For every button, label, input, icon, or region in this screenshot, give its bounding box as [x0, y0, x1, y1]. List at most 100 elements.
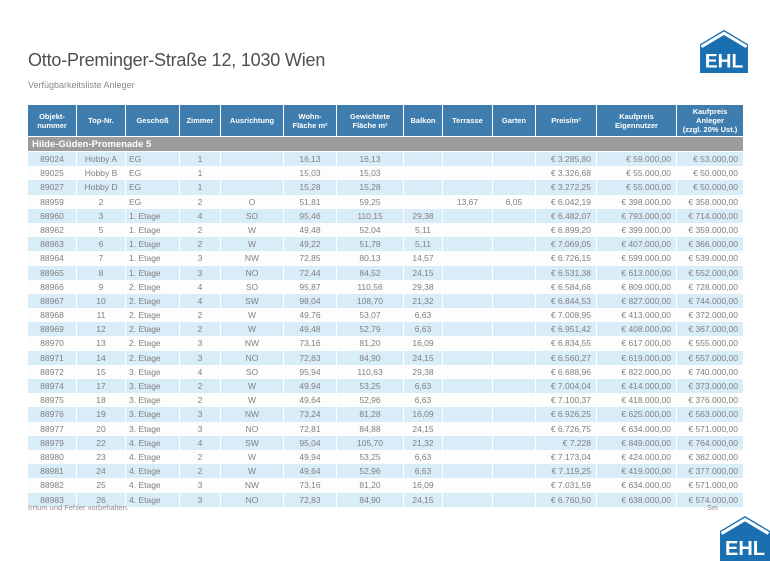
cell-ausrichtung: [221, 152, 284, 167]
table-row: 88972 15 3. Etage 4 SO 95,94 110,63 29,38 € 6.68…: [28, 364, 743, 379]
cell-ausrichtung: W: [221, 322, 284, 337]
cell-terrasse: [443, 322, 493, 337]
cell-terrasse: [443, 407, 493, 422]
cell-zimmer: 4: [180, 208, 221, 223]
cell-wohnflaeche: 72,83: [284, 492, 337, 507]
cell-balkon: 5,11: [404, 237, 443, 252]
cell-gew_flaeche: 108,70: [337, 293, 404, 309]
cell-geschoss: 1. Etage: [126, 237, 180, 252]
cell-garten: [493, 364, 536, 379]
table-row: 88964 7 1. Etage 3 NW 72,85 80,13 14,57 € 6.726,…: [28, 251, 743, 266]
cell-garten: 6,05: [493, 194, 536, 209]
cell-top_nr: 26: [77, 492, 126, 507]
cell-top_nr: 8: [77, 265, 126, 280]
cell-gew_flaeche: 51,78: [337, 237, 404, 252]
cell-gew_flaeche: 110,56: [337, 279, 404, 294]
cell-ausrichtung: NW: [221, 251, 284, 266]
cell-top_nr: Hobby B: [77, 166, 126, 181]
cell-geschoss: 4. Etage: [126, 492, 180, 507]
cell-ausrichtung: SO: [221, 364, 284, 379]
cell-geschoss: 3. Etage: [126, 407, 180, 422]
cell-preis_m2: € 6.926,25: [536, 407, 597, 422]
cell-preis_m2: € 6.951,42: [536, 322, 597, 337]
cell-kp_anleger: € 372.000,00: [688, 310, 738, 321]
column-header-objektnummer: Objekt- nummer: [28, 105, 77, 136]
cell-balkon: 16,09: [404, 336, 443, 351]
cell-balkon: 21,32: [404, 293, 443, 309]
cell-ausrichtung: SW: [221, 293, 284, 309]
cell-top_nr: Hobby D: [77, 180, 126, 195]
cell-zimmer: 3: [180, 251, 221, 266]
cell-garten: [493, 152, 536, 167]
cell-kp_anleger: € 382.000,00: [688, 451, 738, 462]
cell-garten: [493, 180, 536, 195]
cell-kp_eigennutzer: € 619.000,00: [597, 350, 677, 365]
cell-preis_m2: € 6.482,07: [536, 208, 597, 223]
cell-wohnflaeche: 49,48: [284, 222, 337, 238]
cell-gew_flaeche: 52,04: [337, 222, 404, 238]
cell-gew_flaeche: 53,25: [337, 379, 404, 394]
cell-garten: [493, 464, 536, 479]
cell-garten: [493, 435, 536, 450]
cell-balkon: 29,38: [404, 364, 443, 379]
cell-kp_anleger: € 50.000,00: [693, 168, 738, 179]
cell-ausrichtung: W: [221, 464, 284, 479]
cell-wohnflaeche: 73,24: [284, 407, 337, 422]
cell-ausrichtung: W: [221, 449, 284, 465]
cell-wohnflaeche: 15,28: [284, 180, 337, 195]
cell-wohnflaeche: 73,16: [284, 478, 337, 493]
cell-objektnummer: 88979: [28, 435, 77, 450]
cell-zimmer: 1: [180, 152, 221, 167]
cell-wohnflaeche: 49,94: [284, 449, 337, 465]
cell-terrasse: [443, 435, 493, 450]
cell-top_nr: 5: [77, 222, 126, 238]
cell-gew_flaeche: 81,20: [337, 336, 404, 351]
cell-kp_eigennutzer: € 617.000,00: [597, 336, 677, 351]
cell-zimmer: 3: [180, 478, 221, 493]
cell-terrasse: [443, 364, 493, 379]
cell-geschoss: 3. Etage: [126, 393, 180, 408]
cell-wohnflaeche: 98,04: [284, 293, 337, 309]
cell-garten: [493, 449, 536, 465]
cell-preis_m2: € 7.069,05: [536, 237, 597, 252]
cell-wohnflaeche: 95,46: [284, 208, 337, 223]
cell-objektnummer: 88977: [28, 421, 77, 436]
table-row: 89027 Hobby D EG 1 15,28 15,28 € 3.272,25 € 55.…: [28, 180, 743, 195]
cell-zimmer: 2: [180, 379, 221, 394]
cell-balkon: 6,63: [404, 464, 443, 479]
cell-preis_m2: € 7.004,04: [536, 379, 597, 394]
cell-geschoss: EG: [126, 194, 180, 209]
cell-zimmer: 1: [180, 180, 221, 195]
cell-terrasse: [443, 293, 493, 309]
cell-preis_m2: € 7.008,95: [536, 308, 597, 323]
cell-gew_flaeche: 81,20: [337, 478, 404, 493]
cell-preis_m2: € 7.119,25: [536, 464, 597, 479]
column-header-ausrichtung: Ausrichtung: [221, 105, 284, 136]
section-header: Hilde-Güden-Promenade 5: [28, 137, 743, 152]
cell-geschoss: 2. Etage: [126, 308, 180, 323]
cell-gew_flaeche: 52,96: [337, 393, 404, 408]
cell-preis_m2: € 6.834,55: [536, 336, 597, 351]
cell-geschoss: 1. Etage: [126, 222, 180, 238]
cell-objektnummer: 89024: [28, 152, 77, 167]
cell-gew_flaeche: 84,52: [337, 265, 404, 280]
cell-zimmer: 2: [180, 222, 221, 238]
table-row: 88975 18 3. Etage 2 W 49,64 52,96 6,63 € 7.100,3…: [28, 393, 743, 408]
cell-kp_eigennutzer: € 638.000,00: [597, 492, 677, 507]
cell-geschoss: 2. Etage: [126, 336, 180, 351]
cell-gew_flaeche: 105,70: [337, 435, 404, 450]
page-number-label: Sei: [707, 503, 718, 512]
cell-top_nr: 11: [77, 308, 126, 323]
cell-kp_eigennutzer: € 809.000,00: [597, 279, 677, 294]
cell-kp_eigennutzer: € 849.000,00: [597, 435, 677, 450]
cell-objektnummer: 89027: [28, 180, 77, 195]
cell-top_nr: 19: [77, 407, 126, 422]
cell-wohnflaeche: 72,83: [284, 350, 337, 365]
cell-balkon: 6,63: [404, 379, 443, 394]
cell-garten: [493, 336, 536, 351]
logo-text: EHL: [725, 538, 765, 560]
cell-wohnflaeche: 51,81: [284, 194, 337, 209]
cell-objektnummer: 88976: [28, 407, 77, 422]
cell-balkon: [404, 180, 443, 195]
cell-top_nr: 15: [77, 364, 126, 379]
